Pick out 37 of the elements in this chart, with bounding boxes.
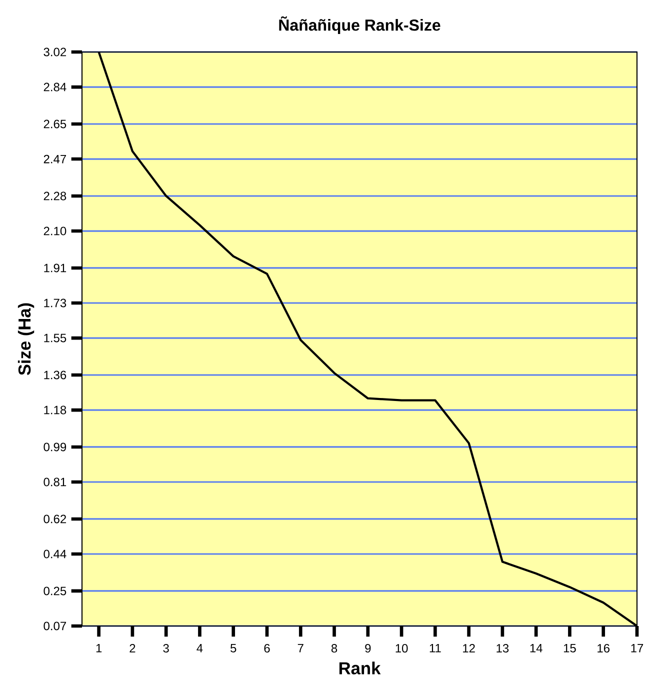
x-tick-label: 10 bbox=[396, 644, 408, 653]
y-tick-label: 1.36 bbox=[44, 370, 66, 380]
y-tick-label: 2.10 bbox=[44, 226, 66, 236]
y-tick-label: 0.62 bbox=[44, 514, 66, 524]
y-tick-label: 0.99 bbox=[44, 442, 66, 452]
y-tick-label: 2.47 bbox=[44, 154, 66, 164]
x-tick-label: 14 bbox=[530, 644, 542, 652]
x-tick-label: 5 bbox=[230, 644, 236, 652]
x-tick-label: 3 bbox=[163, 644, 169, 653]
x-tick-label: 11 bbox=[430, 644, 441, 652]
x-tick-label: 13 bbox=[496, 644, 509, 653]
x-tick-label: 12 bbox=[463, 644, 475, 652]
y-tick-label: 1.18 bbox=[44, 406, 66, 414]
x-tick-label: 6 bbox=[264, 644, 270, 653]
y-tick-label: 3.02 bbox=[44, 48, 66, 56]
y-tick-label: 0.07 bbox=[44, 622, 66, 630]
y-tick-label: 0.44 bbox=[44, 550, 66, 558]
y-tick-label: 0.25 bbox=[44, 586, 66, 596]
y-tick-label: 2.28 bbox=[44, 192, 66, 200]
y-tick-label: 1.55 bbox=[44, 334, 66, 342]
y-tick-label: 2.65 bbox=[44, 120, 66, 128]
y-tick-label: 1.91 bbox=[44, 264, 66, 272]
x-tick-label: 1 bbox=[96, 644, 102, 652]
x-tick-label: 4 bbox=[196, 644, 203, 652]
x-tick-label: 15 bbox=[564, 644, 576, 652]
y-tick-label: 1.73 bbox=[44, 298, 66, 308]
x-tick-label: 17 bbox=[631, 644, 644, 652]
x-tick-label: 9 bbox=[365, 644, 371, 653]
x-tick-label: 8 bbox=[331, 644, 338, 653]
x-axis-title: Rank bbox=[339, 662, 381, 674]
y-tick-label: 2.84 bbox=[44, 82, 66, 92]
y-tick-label: 0.81 bbox=[44, 478, 66, 486]
chart-title: Ñañañique Rank-Size bbox=[279, 16, 440, 34]
x-tick-label: 2 bbox=[130, 644, 136, 652]
y-axis-title: Size (Ha) bbox=[18, 303, 34, 376]
x-tick-label: 16 bbox=[598, 644, 610, 653]
x-tick-label: 7 bbox=[298, 644, 304, 652]
